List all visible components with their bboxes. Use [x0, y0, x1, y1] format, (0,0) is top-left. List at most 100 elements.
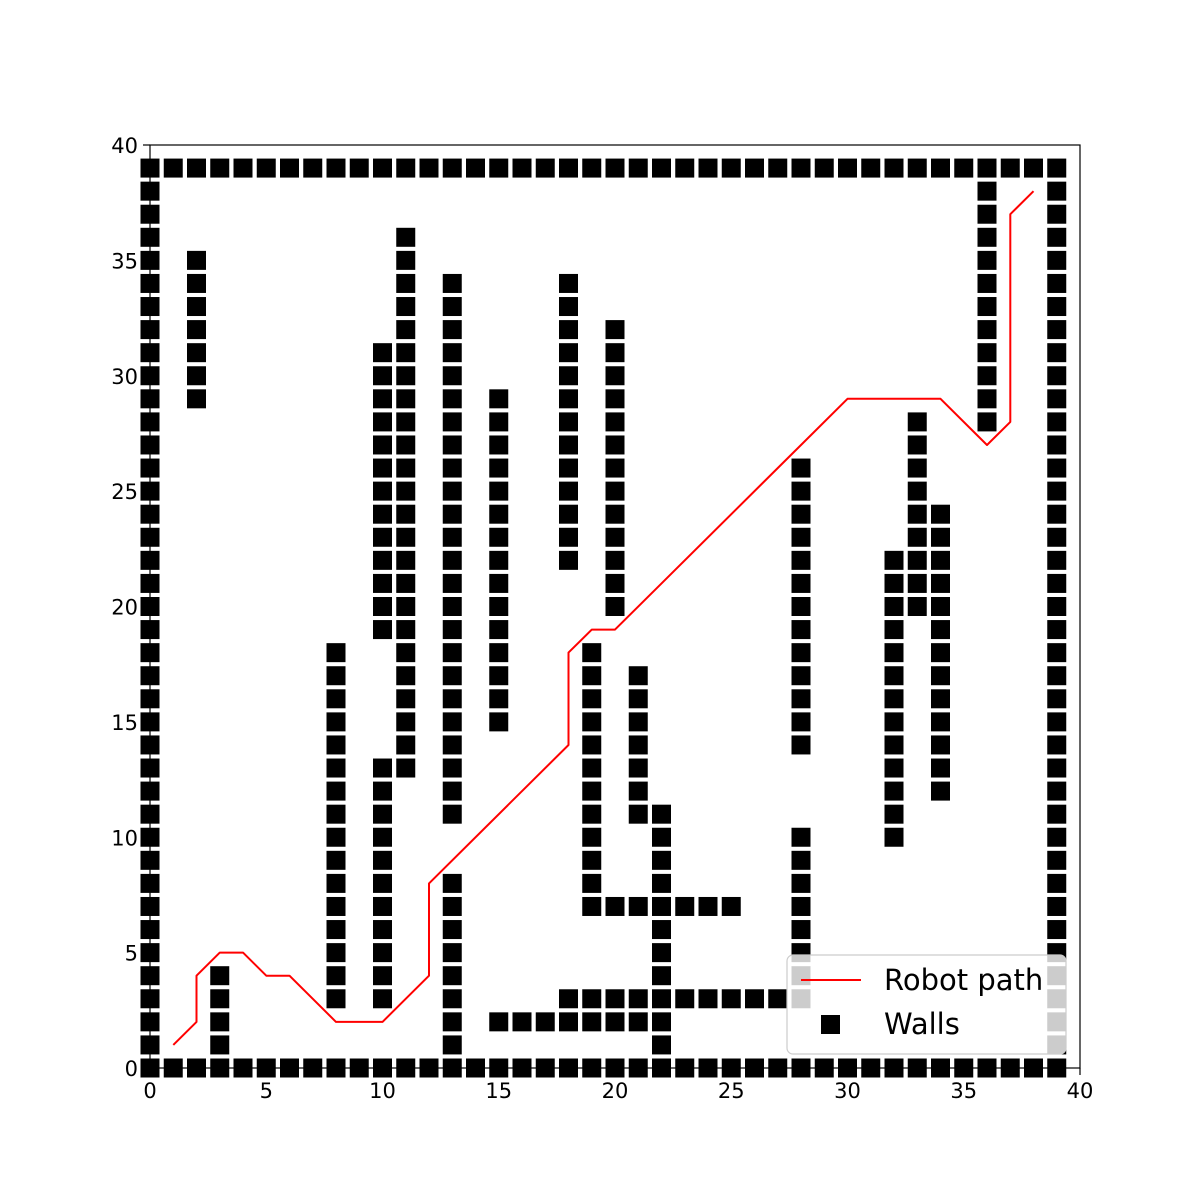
wall-marker: [652, 966, 671, 986]
wall-marker: [396, 689, 416, 709]
wall-marker: [326, 966, 346, 986]
wall-marker: [931, 620, 950, 640]
wall-marker: [652, 873, 671, 893]
wall-marker: [884, 158, 904, 178]
wall-marker: [373, 527, 392, 547]
wall-marker: [442, 689, 462, 709]
wall-marker: [884, 597, 904, 616]
wall-marker: [233, 158, 253, 178]
wall-marker: [373, 966, 392, 986]
wall-marker: [931, 666, 950, 686]
wall-marker: [442, 273, 462, 293]
wall-marker: [396, 343, 416, 363]
wall-marker: [605, 1012, 625, 1032]
wall-marker: [884, 689, 904, 709]
wall-marker: [931, 158, 950, 178]
wall-marker: [442, 758, 462, 778]
wall-marker: [442, 966, 462, 986]
wall-marker: [373, 804, 392, 824]
wall-marker: [489, 666, 509, 686]
wall-marker: [791, 827, 811, 847]
wall-marker: [582, 158, 602, 178]
wall-marker: [791, 735, 811, 755]
wall-marker: [489, 573, 509, 593]
wall-marker: [1047, 781, 1067, 801]
wall-marker: [628, 804, 648, 824]
wall-marker: [512, 158, 532, 178]
wall-marker: [582, 896, 602, 916]
wall-marker: [698, 989, 718, 1009]
y-tick-label: 0: [125, 1057, 138, 1081]
x-tick-label: 5: [260, 1079, 273, 1103]
wall-marker: [582, 827, 602, 847]
wall-marker: [745, 989, 764, 1009]
wall-marker: [373, 504, 392, 524]
wall-marker: [466, 158, 485, 178]
wall-marker: [396, 366, 416, 386]
wall-marker: [442, 366, 462, 386]
wall-marker: [1047, 458, 1067, 478]
wall-marker: [559, 435, 578, 455]
x-tick-label: 10: [369, 1079, 396, 1103]
wall-marker: [373, 435, 392, 455]
wall-marker: [442, 643, 462, 663]
y-tick-label: 10: [111, 826, 138, 850]
y-tick-label: 5: [125, 942, 138, 966]
y-tick-label: 40: [111, 134, 138, 158]
wall-marker: [605, 435, 625, 455]
wall-marker: [535, 158, 555, 178]
wall-marker: [442, 781, 462, 801]
wall-marker: [396, 620, 416, 640]
wall-marker: [628, 781, 648, 801]
wall-marker: [442, 1012, 462, 1032]
wall-marker: [791, 458, 811, 478]
wall-marker: [675, 989, 695, 1009]
wall-marker: [1047, 412, 1067, 432]
wall-marker: [1047, 227, 1067, 247]
wall-marker: [326, 896, 346, 916]
wall-marker: [442, 896, 462, 916]
wall-marker: [326, 158, 346, 178]
wall-marker: [977, 273, 997, 293]
wall-marker: [559, 1012, 578, 1032]
wall-marker: [907, 412, 927, 432]
wall-marker: [373, 827, 392, 847]
wall-marker: [373, 920, 392, 940]
wall-marker: [396, 389, 416, 409]
wall-marker: [373, 573, 392, 593]
wall-marker: [931, 573, 950, 593]
wall-marker: [559, 320, 578, 340]
wall-marker: [326, 989, 346, 1009]
wall-marker: [512, 1012, 532, 1032]
wall-marker: [489, 481, 509, 501]
wall-marker: [489, 643, 509, 663]
wall-marker: [187, 273, 206, 293]
wall-marker: [628, 1012, 648, 1032]
wall-marker: [931, 689, 950, 709]
wall-marker: [373, 850, 392, 870]
wall-marker: [489, 1012, 509, 1032]
wall-marker: [1047, 320, 1067, 340]
wall-marker: [768, 989, 788, 1009]
wall-marker: [791, 573, 811, 593]
wall-marker: [1047, 181, 1067, 201]
wall-marker: [326, 920, 346, 940]
wall-marker: [396, 527, 416, 547]
wall-marker: [187, 366, 206, 386]
wall-marker: [907, 597, 927, 616]
wall-marker: [559, 158, 578, 178]
y-tick-label: 15: [111, 711, 138, 735]
wall-marker: [559, 458, 578, 478]
wall-marker: [187, 320, 206, 340]
wall-marker: [559, 297, 578, 317]
wall-marker: [931, 550, 950, 570]
y-tick-label: 20: [111, 596, 138, 620]
wall-marker: [791, 873, 811, 893]
wall-marker: [1047, 735, 1067, 755]
x-tick-label: 20: [602, 1079, 629, 1103]
wall-marker: [582, 873, 602, 893]
wall-marker: [1047, 504, 1067, 524]
wall-marker: [326, 827, 346, 847]
wall-marker: [907, 158, 927, 178]
